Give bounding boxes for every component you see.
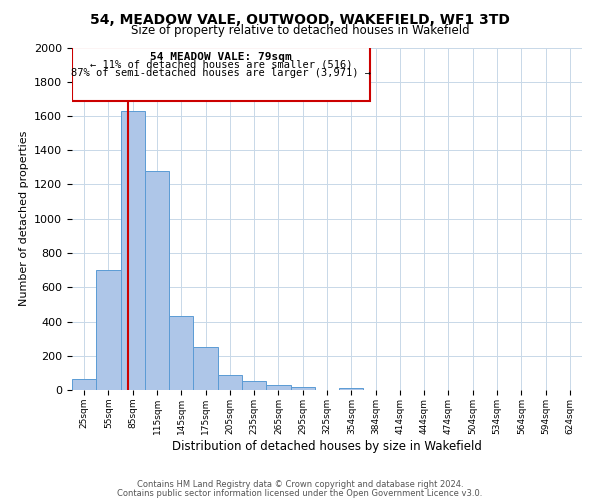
Bar (193, 347, 218, 390)
X-axis label: Distribution of detached houses by size in Wakefield: Distribution of detached houses by size … (172, 440, 482, 452)
Bar (218, 375, 242, 390)
Text: Contains public sector information licensed under the Open Government Licence v3: Contains public sector information licen… (118, 488, 482, 498)
Text: ← 11% of detached houses are smaller (516): ← 11% of detached houses are smaller (51… (90, 60, 352, 70)
Bar (339, 388, 364, 390)
Bar (145, 171, 169, 390)
Bar (290, 388, 315, 390)
Bar (242, 381, 266, 390)
Bar (266, 385, 290, 390)
Bar (169, 316, 193, 390)
Bar (72, 379, 96, 390)
Text: 54, MEADOW VALE, OUTWOOD, WAKEFIELD, WF1 3TD: 54, MEADOW VALE, OUTWOOD, WAKEFIELD, WF1… (90, 12, 510, 26)
Bar (72, 48, 370, 100)
Text: 54 MEADOW VALE: 79sqm: 54 MEADOW VALE: 79sqm (150, 52, 292, 62)
Bar (96, 270, 121, 390)
Text: Contains HM Land Registry data © Crown copyright and database right 2024.: Contains HM Land Registry data © Crown c… (137, 480, 463, 489)
Y-axis label: Number of detached properties: Number of detached properties (19, 131, 29, 306)
Text: Size of property relative to detached houses in Wakefield: Size of property relative to detached ho… (131, 24, 469, 37)
Text: 87% of semi-detached houses are larger (3,971) →: 87% of semi-detached houses are larger (… (71, 68, 371, 78)
Bar (121, 111, 145, 390)
